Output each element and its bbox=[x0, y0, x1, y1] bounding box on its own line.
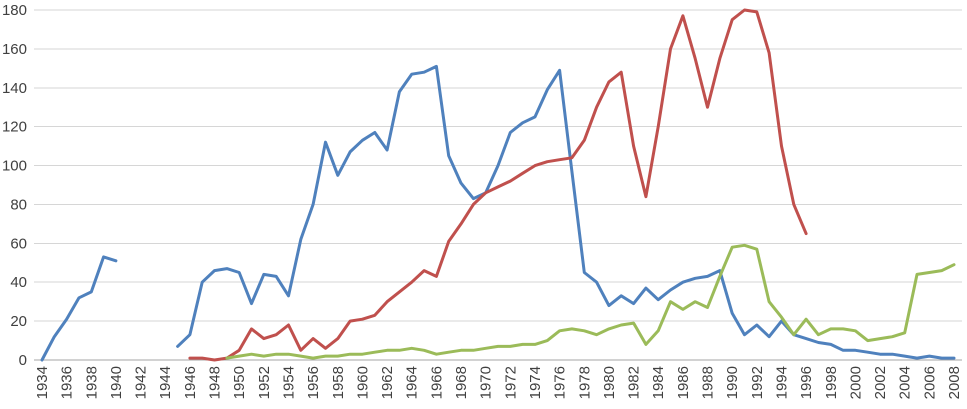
x-tick-label: 1978 bbox=[576, 366, 593, 399]
y-tick-label: 100 bbox=[2, 158, 27, 175]
series-blue-line bbox=[176, 64, 956, 360]
series-green-line bbox=[225, 243, 956, 360]
y-tick-label: 60 bbox=[10, 235, 27, 252]
x-tick-label: 1984 bbox=[650, 366, 667, 399]
x-tick-label: 1968 bbox=[453, 366, 470, 399]
y-tick-label: 180 bbox=[2, 2, 27, 19]
x-tick-label: 1992 bbox=[749, 366, 766, 399]
x-tick-label: 1970 bbox=[478, 366, 495, 399]
y-tick-label: 0 bbox=[19, 352, 27, 369]
x-tick-label: 1962 bbox=[379, 366, 396, 399]
x-tick-label: 1938 bbox=[83, 366, 100, 399]
x-tick-label: 2002 bbox=[872, 366, 889, 399]
x-tick-label: 1998 bbox=[823, 366, 840, 399]
y-tick-label: 160 bbox=[2, 41, 27, 58]
series-blue-line bbox=[40, 255, 118, 362]
y-tick-label: 40 bbox=[10, 274, 27, 291]
x-tick-label: 1990 bbox=[724, 366, 741, 399]
x-tick-label: 1942 bbox=[133, 366, 150, 399]
y-tick-label: 120 bbox=[2, 119, 27, 136]
x-tick-label: 1980 bbox=[601, 366, 618, 399]
x-tick-label: 1960 bbox=[354, 366, 371, 399]
x-tick-label: 1948 bbox=[207, 366, 224, 399]
x-tick-label: 1936 bbox=[59, 366, 76, 399]
series-red-line bbox=[188, 8, 808, 362]
x-tick-label: 1994 bbox=[773, 366, 790, 399]
x-tick-label: 1956 bbox=[305, 366, 322, 399]
x-tick-label: 1974 bbox=[527, 366, 544, 399]
x-tick-label: 1986 bbox=[675, 366, 692, 399]
x-tick-label: 1940 bbox=[108, 366, 125, 399]
x-tick-label: 1952 bbox=[256, 366, 273, 399]
x-tick-label: 1934 bbox=[34, 366, 51, 399]
x-tick-label: 1958 bbox=[330, 366, 347, 399]
x-tick-label: 1954 bbox=[280, 366, 297, 399]
y-tick-label: 20 bbox=[10, 313, 27, 330]
x-tick-label: 1996 bbox=[798, 366, 815, 399]
x-tick-label: 2008 bbox=[946, 366, 963, 399]
x-tick-label: 1976 bbox=[552, 366, 569, 399]
y-tick-label: 80 bbox=[10, 196, 27, 213]
x-tick-label: 1972 bbox=[502, 366, 519, 399]
x-tick-label: 1944 bbox=[157, 366, 174, 399]
y-tick-label: 140 bbox=[2, 80, 27, 97]
x-tick-label: 2000 bbox=[847, 366, 864, 399]
x-tick-label: 1950 bbox=[231, 366, 248, 399]
x-tick-label: 1964 bbox=[404, 366, 421, 399]
x-tick-label: 2004 bbox=[897, 366, 914, 399]
x-tick-label: 1966 bbox=[428, 366, 445, 399]
x-tick-label: 1988 bbox=[700, 366, 717, 399]
x-tick-label: 1946 bbox=[182, 366, 199, 399]
x-tick-label: 1982 bbox=[626, 366, 643, 399]
x-tick-label: 2006 bbox=[921, 366, 938, 399]
